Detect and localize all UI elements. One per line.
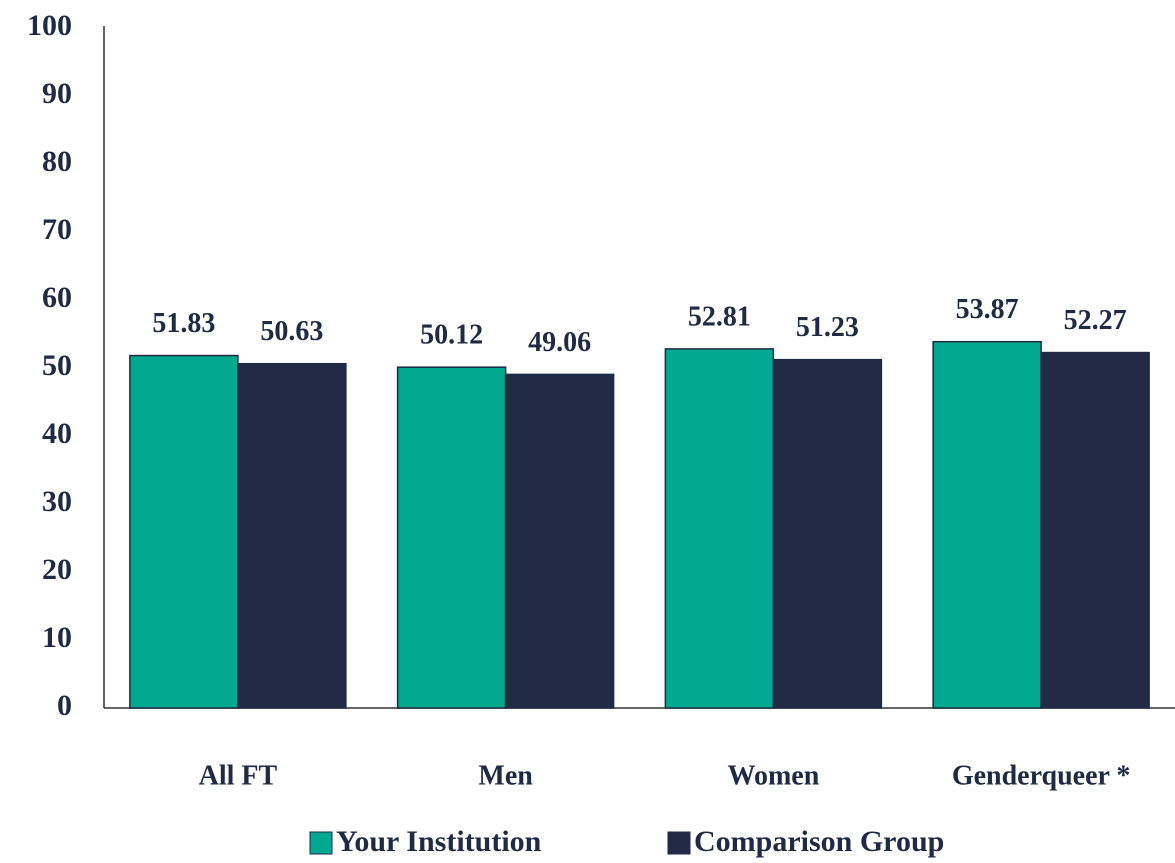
y-tick-label: 10 bbox=[42, 621, 72, 654]
bar bbox=[396, 366, 507, 709]
data-label: 51.23 bbox=[796, 312, 859, 343]
bar bbox=[129, 354, 239, 709]
data-label: 50.12 bbox=[420, 320, 483, 351]
legend-label: Your Institution bbox=[336, 825, 542, 858]
x-tick-label: Women bbox=[727, 760, 819, 791]
data-label: 52.81 bbox=[688, 301, 751, 332]
legend-label: Comparison Group bbox=[694, 825, 944, 858]
data-label: 49.06 bbox=[528, 327, 591, 358]
x-tick-label: Genderqueer * bbox=[952, 760, 1131, 791]
y-tick-label: 0 bbox=[57, 689, 72, 722]
y-tick-label: 50 bbox=[42, 349, 72, 382]
legend-swatch bbox=[667, 831, 691, 855]
data-label: 53.87 bbox=[956, 294, 1019, 325]
bar bbox=[932, 340, 1042, 709]
y-tick-label: 30 bbox=[42, 485, 72, 518]
bar bbox=[504, 373, 615, 709]
y-tick-label: 70 bbox=[42, 213, 72, 246]
legend-swatch bbox=[309, 831, 333, 855]
y-tick-label: 60 bbox=[42, 281, 72, 314]
data-label: 52.27 bbox=[1064, 305, 1127, 336]
bar bbox=[237, 362, 347, 709]
y-tick-label: 100 bbox=[27, 9, 72, 42]
y-tick-label: 80 bbox=[42, 145, 72, 178]
bar bbox=[772, 358, 883, 709]
data-label: 50.63 bbox=[260, 316, 323, 347]
x-tick-label: All FT bbox=[199, 760, 278, 791]
y-tick-label: 40 bbox=[42, 417, 72, 450]
y-tick-label: 20 bbox=[42, 553, 72, 586]
bar bbox=[664, 348, 775, 709]
data-label: 51.83 bbox=[152, 308, 215, 339]
y-tick-label: 90 bbox=[42, 77, 72, 110]
x-tick-label: Men bbox=[478, 760, 533, 791]
bar bbox=[1040, 351, 1150, 709]
